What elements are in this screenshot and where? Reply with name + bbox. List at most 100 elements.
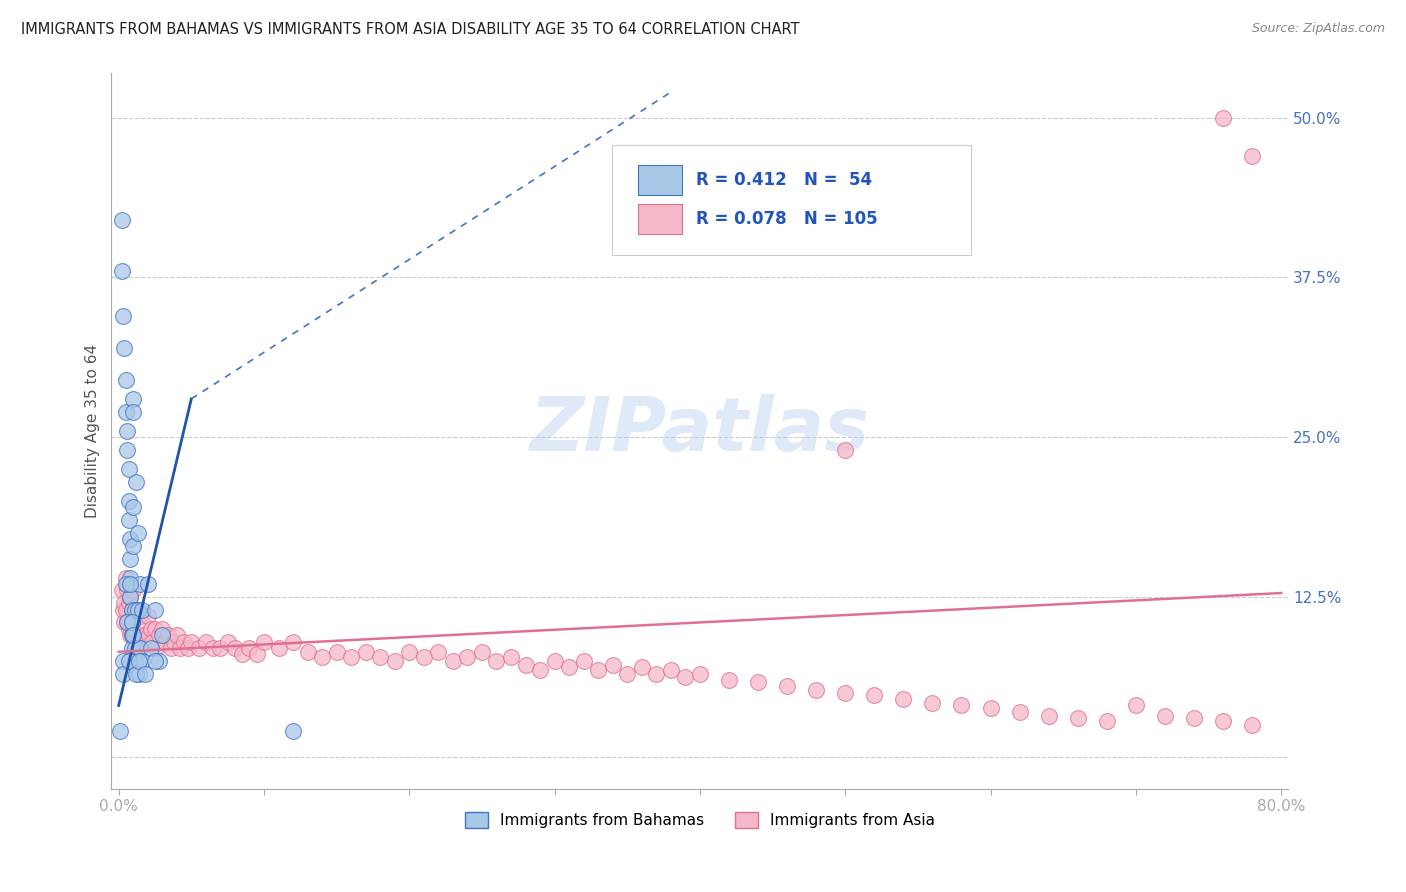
- Point: [246, 648, 269, 662]
- Point: [1067, 711, 1090, 725]
- Point: [118, 622, 141, 636]
- Point: [194, 634, 217, 648]
- FancyBboxPatch shape: [612, 145, 970, 255]
- Point: [297, 645, 319, 659]
- Point: [110, 264, 132, 278]
- Point: [398, 645, 420, 659]
- Point: [921, 696, 943, 710]
- Point: [150, 622, 173, 636]
- Point: [134, 666, 156, 681]
- Point: [238, 640, 260, 655]
- Point: [169, 640, 191, 655]
- Point: [281, 634, 304, 648]
- Point: [131, 615, 153, 630]
- Point: [834, 686, 856, 700]
- Point: [121, 640, 143, 655]
- Point: [1241, 149, 1264, 163]
- Point: [114, 596, 136, 610]
- Point: [384, 654, 406, 668]
- Point: [572, 654, 595, 668]
- Point: [471, 645, 494, 659]
- Point: [148, 628, 170, 642]
- Point: [1095, 714, 1118, 728]
- FancyBboxPatch shape: [637, 164, 682, 194]
- Point: [131, 602, 153, 616]
- Point: [616, 666, 638, 681]
- Point: [689, 666, 711, 681]
- Point: [354, 645, 377, 659]
- Point: [1125, 698, 1147, 713]
- Point: [138, 628, 160, 642]
- Point: [485, 654, 508, 668]
- Point: [602, 657, 624, 672]
- Point: [128, 640, 150, 655]
- Point: [122, 500, 145, 515]
- Point: [134, 628, 156, 642]
- Point: [108, 724, 131, 739]
- Point: [499, 649, 522, 664]
- Point: [456, 649, 478, 664]
- Point: [515, 657, 537, 672]
- Point: [153, 634, 176, 648]
- Point: [1182, 711, 1205, 725]
- Point: [110, 583, 132, 598]
- Point: [1212, 714, 1234, 728]
- Point: [117, 583, 139, 598]
- Y-axis label: Disability Age 35 to 64: Disability Age 35 to 64: [86, 343, 100, 518]
- Point: [115, 602, 138, 616]
- Point: [340, 649, 363, 664]
- Point: [115, 404, 138, 418]
- Point: [717, 673, 740, 687]
- Point: [148, 654, 170, 668]
- Point: [122, 392, 145, 406]
- Point: [136, 609, 159, 624]
- Point: [118, 513, 141, 527]
- Point: [157, 628, 180, 642]
- Point: [325, 645, 347, 659]
- Point: [129, 577, 152, 591]
- Point: [145, 640, 167, 655]
- Point: [112, 654, 135, 668]
- Point: [122, 404, 145, 418]
- Point: [224, 640, 246, 655]
- Point: [115, 571, 138, 585]
- Point: [645, 666, 668, 681]
- Text: IMMIGRANTS FROM BAHAMAS VS IMMIGRANTS FROM ASIA DISABILITY AGE 35 TO 64 CORRELAT: IMMIGRANTS FROM BAHAMAS VS IMMIGRANTS FR…: [21, 22, 800, 37]
- Point: [122, 628, 145, 642]
- Point: [136, 577, 159, 591]
- Point: [117, 442, 139, 457]
- Point: [950, 698, 973, 713]
- Point: [114, 615, 136, 630]
- Point: [143, 622, 166, 636]
- Point: [124, 640, 146, 655]
- Point: [121, 615, 143, 630]
- Point: [231, 648, 253, 662]
- Point: [281, 724, 304, 739]
- Point: [141, 634, 163, 648]
- Point: [311, 649, 333, 664]
- Point: [163, 634, 186, 648]
- Point: [129, 640, 152, 655]
- Point: [139, 622, 162, 636]
- Point: [427, 645, 450, 659]
- Point: [804, 683, 827, 698]
- Point: [543, 654, 565, 668]
- Point: [110, 213, 132, 227]
- Point: [122, 628, 145, 642]
- Point: [120, 590, 142, 604]
- Point: [1008, 705, 1031, 719]
- Point: [120, 577, 142, 591]
- Point: [143, 602, 166, 616]
- Point: [127, 634, 149, 648]
- Point: [131, 654, 153, 668]
- Point: [112, 309, 135, 323]
- Point: [586, 663, 609, 677]
- Point: [166, 628, 188, 642]
- Point: [112, 602, 135, 616]
- Point: [127, 526, 149, 541]
- Point: [132, 634, 155, 648]
- Point: [412, 649, 434, 664]
- Point: [117, 615, 139, 630]
- Point: [124, 602, 146, 616]
- Point: [253, 634, 276, 648]
